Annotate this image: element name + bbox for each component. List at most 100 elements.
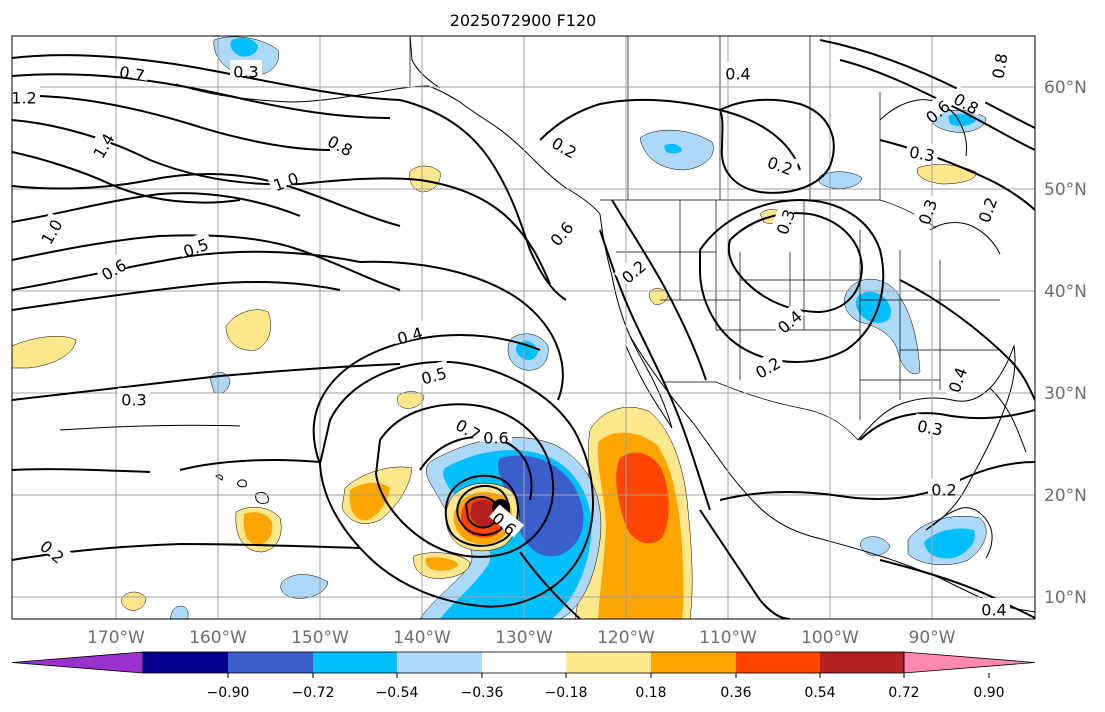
longitude-labels: 170°W 160°W 150°W 140°W 130°W 120°W 110°W 100°W… [87,628,956,648]
contour-low-ring-1 [374,403,555,558]
map-frame-border [11,35,1036,620]
contour-label-background [769,202,796,239]
colorbar-extend-high [903,651,1036,674]
coastline-yucatan [925,507,993,559]
contour-gulf-alaska-ridge-2 [299,177,551,285]
contour-label: 0.3 [121,391,146,410]
contour-label: 0.3 [916,416,944,439]
contour-label-background [978,598,1010,614]
fill-blue-central-america [924,528,976,559]
fill-blue-alaska-north [230,38,258,57]
fill-blue-canada-west [664,143,682,154]
colorbar-tick-label: −0.72 [292,685,335,701]
colorbar-tick-label: 0.54 [804,685,835,701]
contour-bc-trough [539,98,801,171]
contour-east-northeast-2 [819,39,1035,129]
coastline-alaska-aleutians [175,83,601,215]
contour-east-southeast [899,279,1035,401]
fill-lightblue-small-4 [169,605,189,619]
contour-jet-4 [12,119,301,186]
coastline-hawaii-2 [237,479,247,488]
contour-mexico-south [699,509,791,619]
fill-lightblue-small-3 [860,536,891,556]
latitude-labels: 60°N 50°N 40°N 30°N 20°N 10°N [1044,78,1087,608]
contour-label: 0.3 [233,63,258,82]
longitude-label: 140°W [393,628,451,648]
fill-darkred-cyclone-core [470,499,498,528]
contour-label-background [913,413,948,435]
border-canada-provinces [627,36,881,200]
latitude-label: 40°N [1044,282,1087,302]
contour-label-background [489,504,524,538]
latitude-label: 10°N [1044,588,1087,608]
colorbar-segment [313,652,397,673]
colorbar-segment [820,652,904,673]
colorbar-tick-label: −0.36 [461,685,504,701]
contour-label-background [770,302,805,336]
colorbar-segment [397,652,482,673]
contour-caribbean [719,461,1035,501]
contour-low-inner-1 [456,484,510,536]
contour-label-background [480,426,512,442]
state-and-country-borders [409,36,1000,441]
contour-thin-1 [59,424,241,431]
colorbar-tick-label: −0.90 [207,685,250,701]
colorbar: −0.90 −0.72 −0.54 −0.36 −0.18 0.18 0.36 0.54 0.7… [11,651,1036,701]
contour-midpacific-loop [359,260,564,401]
contour-label-background [542,214,576,249]
contour-us-loop [727,212,864,314]
contour-canada-loop [718,98,835,194]
coastline-gulf-of-mexico [857,344,1016,531]
contour-label-background [33,212,64,248]
contour-label-background [971,190,998,227]
contour-labels: 0.30.71.21.4 0.81.01.00.60.50.40.50.30.7 0… [11,48,1012,620]
fill-yellow-midpacific [225,309,271,351]
contour-jet-3 [12,94,331,151]
contour-gulf-alaska-ridge [399,99,567,301]
contour-label: 0.4 [725,65,750,84]
contour-jet-7 [12,192,301,223]
contour-label: 0.4 [981,601,1006,620]
longitude-label: 160°W [189,628,247,648]
coastline-hawaii-1 [255,491,269,505]
coastline-baja-california [625,335,673,429]
colorbar-tick-label: −0.18 [545,685,588,701]
contour-label-background [266,165,303,192]
colorbar-segment [651,652,736,673]
longitude-label: 100°W [801,628,859,648]
contour-label-background [941,360,968,397]
contour-label: 1.2 [11,89,36,108]
contour-label-background [548,129,584,160]
contour-label-background [115,59,150,81]
contour-label-background [118,388,150,404]
contour-label-background [928,478,960,494]
border-us-mexico [664,381,859,441]
coastline-great-lakes [929,222,1001,255]
fill-lightblue-small-2 [280,574,329,599]
contour-gulf-loop [859,409,1035,441]
contour-label: 0.8 [988,52,1011,80]
contour-label-background [614,252,649,286]
contour-label: 0.7 [118,62,146,85]
contour-label-background [12,86,40,102]
contour-mexico-west-2 [611,199,707,381]
contour-jet-5 [12,151,241,204]
longitude-label: 120°W [597,628,655,648]
longitude-label: 170°W [87,628,145,648]
fill-blue-hudson [948,113,976,127]
fill-yellow-small-2 [648,288,669,305]
border-canada-us [600,199,937,229]
contour-jet-6 [12,173,401,227]
fill-blue-offshore-california [515,341,538,360]
contour-label-background [37,532,72,566]
contour-jet-9 [12,250,361,291]
contour-south-loop [519,551,581,619]
longitude-label: 110°W [699,628,757,648]
contour-label: 0.2 [931,481,956,500]
map-plot-area: 0.30.71.21.4 0.81.01.00.60.50.40.50.30.7 0… [11,36,1035,620]
contour-label-background [763,149,800,176]
colorbar-segment [143,652,228,673]
coastline-pacific-northwest [599,213,1035,613]
contour-us-loop-outer [699,198,885,363]
colorbar-tick-label: 0.18 [635,685,666,701]
